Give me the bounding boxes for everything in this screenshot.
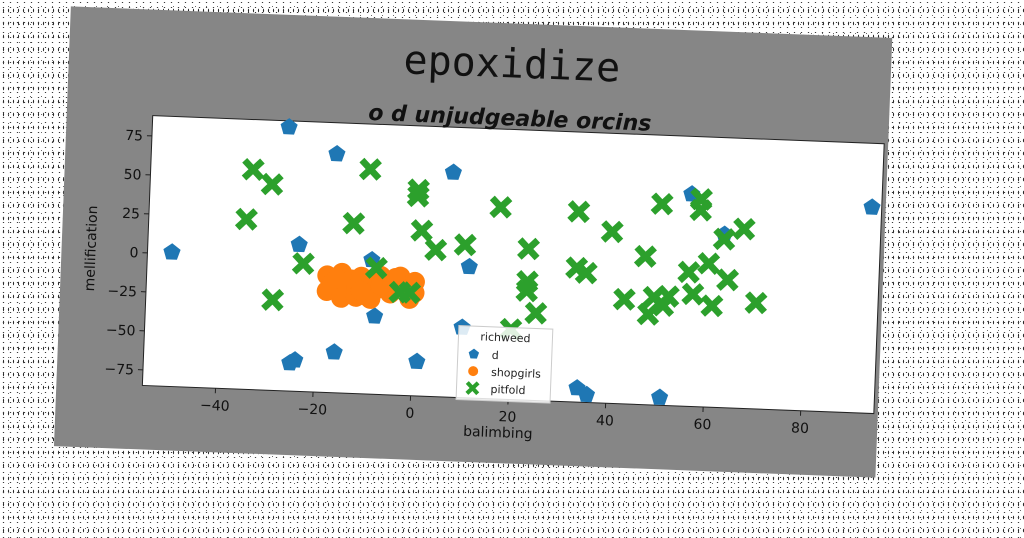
data-point xyxy=(266,293,279,306)
data-point xyxy=(605,225,618,238)
data-point xyxy=(737,222,750,235)
data-point xyxy=(429,243,442,256)
y-tick-label: 75 xyxy=(125,128,143,145)
data-point xyxy=(522,242,535,255)
y-tick-label: 25 xyxy=(122,206,140,223)
data-point xyxy=(494,200,507,213)
data-point xyxy=(639,250,652,263)
data-point xyxy=(702,257,715,270)
data-point xyxy=(572,205,585,218)
y-tick-label: −50 xyxy=(106,322,136,339)
x-tick-label: 80 xyxy=(791,420,809,437)
x-axis-label: balimbing xyxy=(463,424,533,443)
y-tick-label: −75 xyxy=(104,361,134,378)
data-point xyxy=(364,163,377,176)
data-point xyxy=(695,192,708,205)
data-point xyxy=(240,212,253,225)
data-point xyxy=(618,293,631,306)
data-point xyxy=(347,217,360,230)
data-point xyxy=(721,273,734,286)
data-point xyxy=(718,232,731,245)
data-point xyxy=(412,189,425,202)
data-point xyxy=(297,257,310,270)
data-point xyxy=(579,266,592,279)
x-tick-label: 0 xyxy=(405,406,415,422)
y-tick-label: −25 xyxy=(107,283,137,300)
data-point xyxy=(529,306,542,319)
data-point xyxy=(458,238,471,251)
data-point xyxy=(415,224,428,237)
legend-title: richweed xyxy=(480,330,531,345)
legend-marker-pitfold xyxy=(468,384,476,392)
data-point xyxy=(705,299,718,312)
x-tick-label: 40 xyxy=(596,413,614,430)
y-axis-label: mellification xyxy=(82,205,101,291)
legend-label-pitfold: pitfold xyxy=(490,383,525,397)
data-point xyxy=(686,287,699,300)
legend-label-shopgirls: shopgirls xyxy=(491,366,541,381)
legend: richweed d shopgirls pitfold xyxy=(456,326,553,404)
legend-label-d: d xyxy=(492,349,499,362)
data-point xyxy=(246,163,259,176)
data-point xyxy=(749,296,762,309)
data-point xyxy=(520,284,533,297)
x-tick-label: −40 xyxy=(200,398,230,415)
chart-title: epoxidize xyxy=(403,37,621,91)
data-point xyxy=(265,178,278,191)
data-point xyxy=(641,308,654,321)
x-tick-label: 20 xyxy=(498,409,516,426)
x-tick-label: −20 xyxy=(297,401,327,418)
data-point xyxy=(682,265,695,278)
y-tick-label: 50 xyxy=(123,167,141,184)
data-point xyxy=(403,286,416,299)
data-point xyxy=(655,197,668,210)
y-tick-label: 0 xyxy=(129,245,139,261)
data-point xyxy=(370,261,383,274)
x-tick-label: 60 xyxy=(693,417,711,434)
data-point xyxy=(662,290,675,303)
